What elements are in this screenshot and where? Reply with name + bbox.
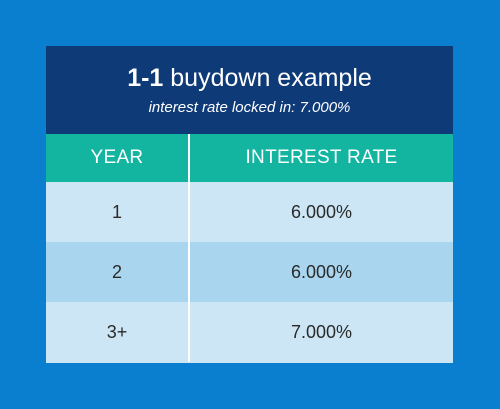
buydown-card: 1-1 buydown example interest rate locked… (46, 46, 453, 363)
table-row: 1 6.000% (46, 182, 453, 242)
table-header-row: YEAR INTEREST RATE (46, 134, 453, 182)
rate-cell: 6.000% (189, 182, 453, 242)
column-header-interest-rate: INTEREST RATE (189, 134, 453, 182)
card-subtitle: interest rate locked in: 7.000% (148, 99, 351, 116)
buydown-table: YEAR INTEREST RATE 1 6.000% 2 6.000% 3+ … (46, 134, 453, 362)
table-row: 3+ 7.000% (46, 302, 453, 362)
card-title: 1-1 buydown example (46, 63, 453, 93)
year-cell: 2 (46, 242, 190, 302)
year-cell: 3+ (46, 302, 190, 362)
card-header: 1-1 buydown example interest rate locked… (46, 46, 453, 134)
rate-cell: 6.000% (189, 242, 453, 302)
title-bold-text: 1-1 (127, 64, 164, 92)
title-text: buydown example (163, 64, 372, 92)
rate-cell: 7.000% (189, 302, 453, 362)
year-cell: 1 (46, 182, 190, 242)
column-header-year: YEAR (46, 134, 190, 182)
table-row: 2 6.000% (46, 242, 453, 302)
